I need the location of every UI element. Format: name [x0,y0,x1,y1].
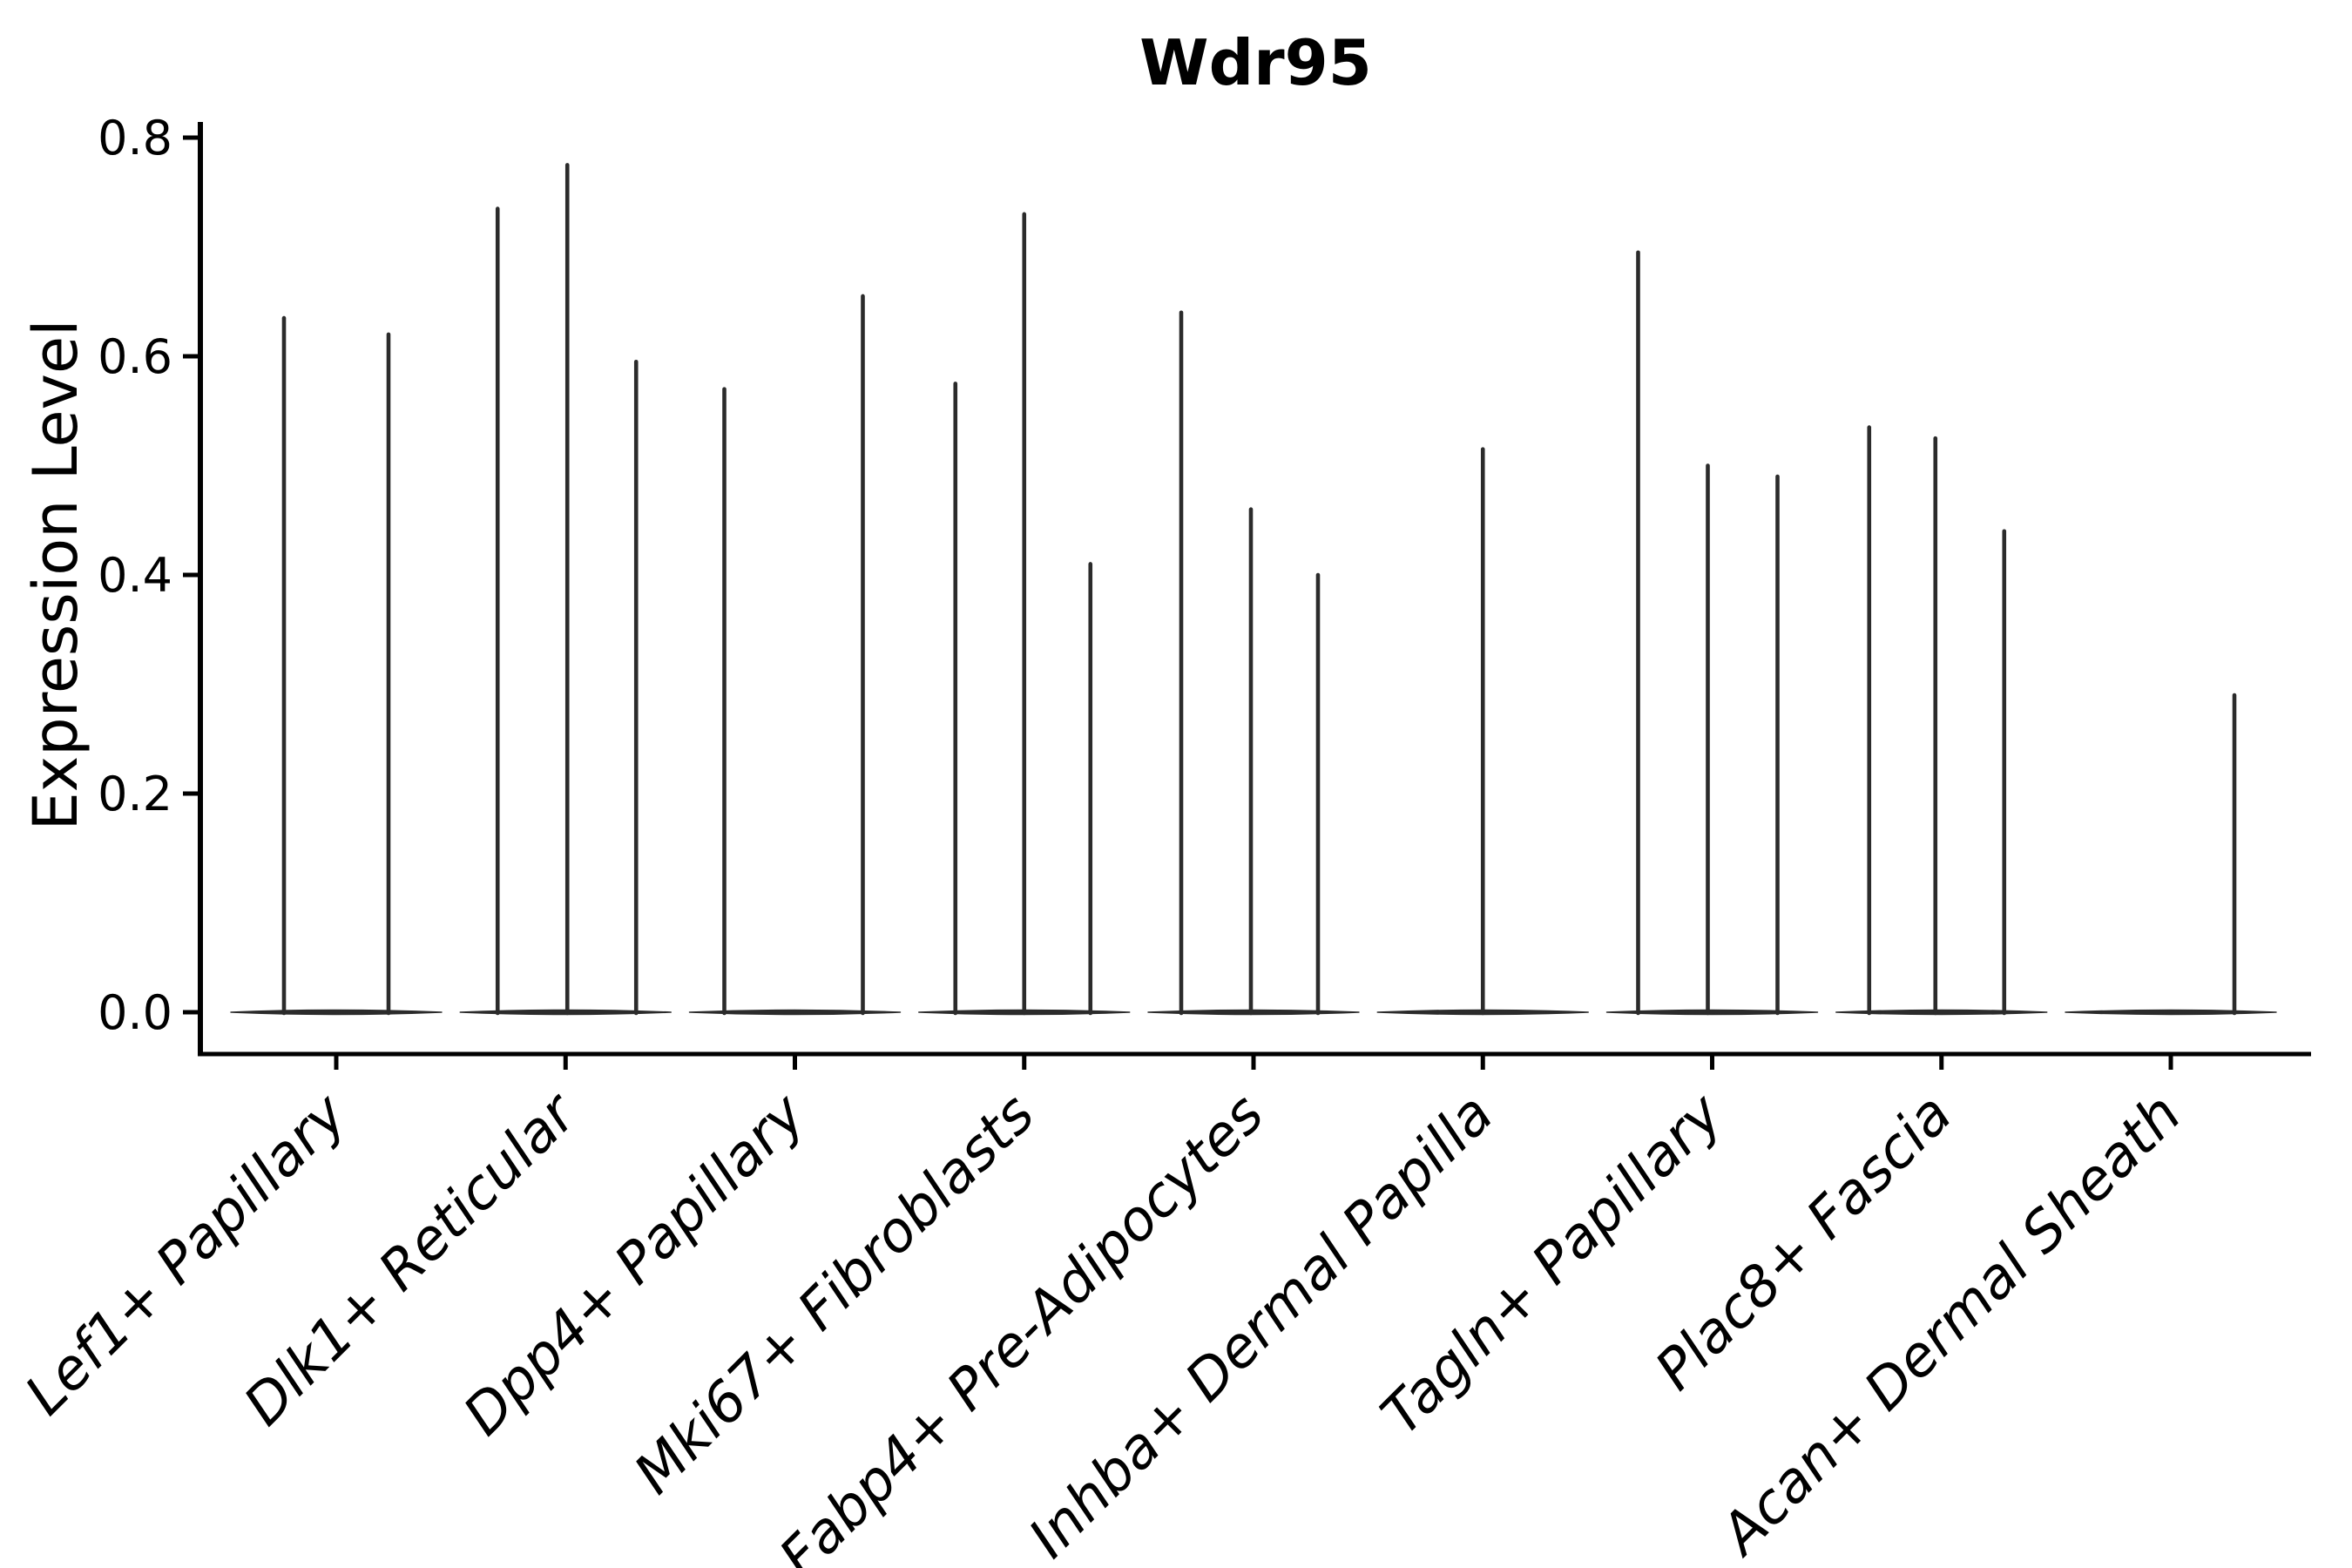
x-tick [1251,1054,1256,1070]
y-tick [183,354,198,359]
y-tick [183,572,198,578]
x-tick [334,1054,339,1070]
x-tick [2168,1054,2173,1070]
x-tick-label: Inhba+ Dermal Papilla [1017,1082,1505,1568]
y-axis-spine [198,122,203,1057]
x-tick [1022,1054,1027,1070]
x-tick [1710,1054,1714,1070]
violin-base [1835,1009,2048,1016]
violin-base [688,1009,902,1016]
x-tick-label: Acan+ Dermal Sheath [1707,1082,2193,1568]
x-tick [1480,1054,1485,1070]
y-tick-label: 0.2 [98,767,172,821]
x-tick [793,1054,797,1070]
y-tick-label: 0.8 [98,111,172,166]
violin-base [230,1009,443,1016]
x-tick-label: Mki67+ Fibroblasts [622,1082,1047,1507]
y-tick-label: 0.4 [98,548,172,603]
x-tick [1939,1054,1944,1070]
violin-base [2065,1009,2277,1016]
y-tick [183,791,198,796]
plot-title: Wdr95 [1139,26,1372,99]
y-tick [183,135,198,140]
violin-base [1605,1009,1819,1016]
violin-base [1147,1009,1360,1016]
x-tick [563,1054,568,1070]
y-tick-label: 0.0 [98,985,172,1040]
y-tick [183,1010,198,1015]
y-tick-label: 0.6 [98,329,172,384]
